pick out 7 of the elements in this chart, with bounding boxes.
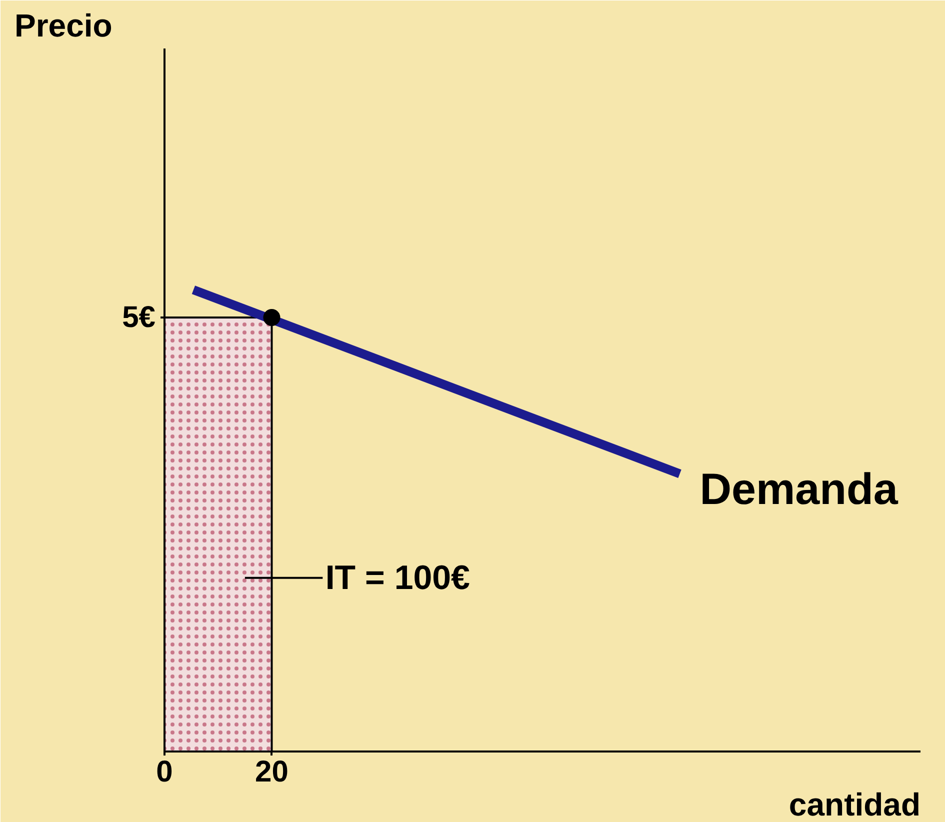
x-tick-label: 0: [156, 756, 173, 788]
y-tick-label: 5€: [122, 301, 156, 334]
y-axis-title: Precio: [14, 8, 112, 44]
series-label: Demanda: [700, 464, 898, 514]
x-axis-title: cantidad: [788, 786, 920, 822]
x-tick-label: 20: [255, 756, 288, 788]
annotation: IT = 100€: [325, 558, 470, 597]
